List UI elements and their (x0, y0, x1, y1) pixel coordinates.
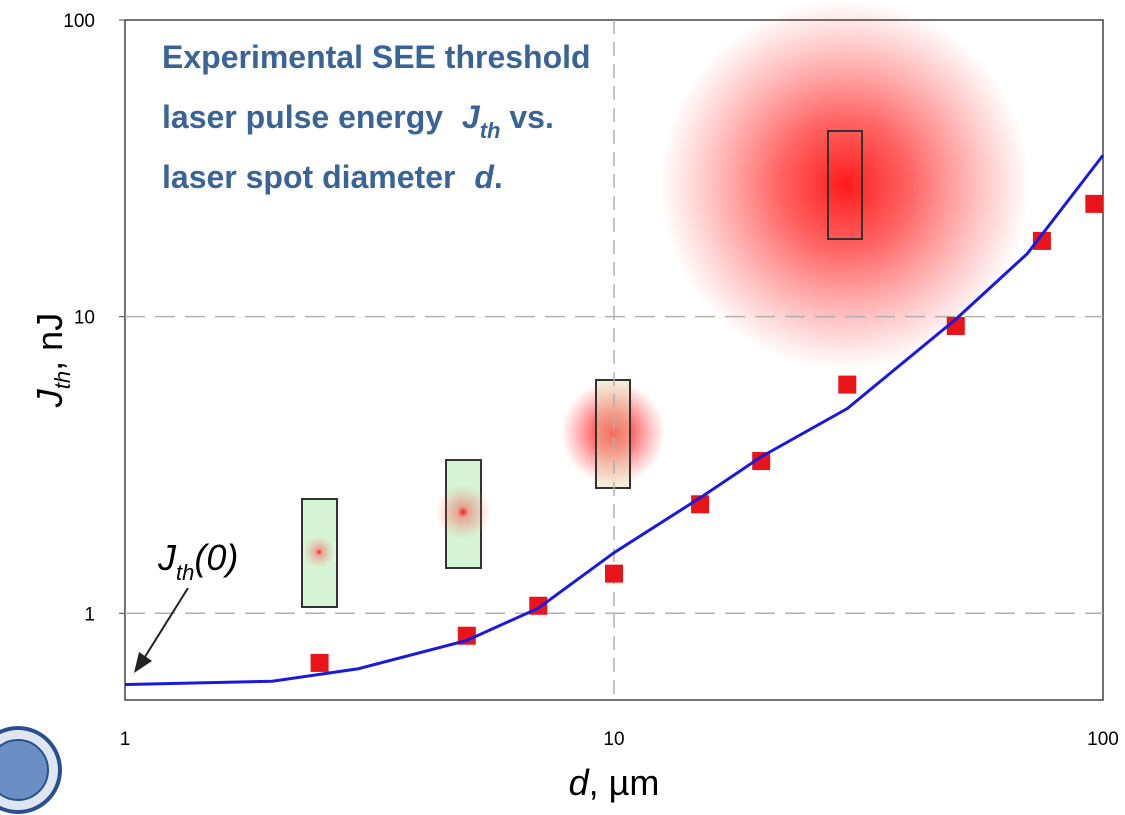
annotation: Jth(0) (157, 537, 238, 585)
y-tick-label: 10 (74, 308, 95, 329)
y-axis-label: Jth, nJ (29, 313, 75, 408)
data-point (1032, 231, 1051, 250)
spot-illustrations (301, 0, 1030, 608)
chart-title: laser spot diameter d. (162, 159, 503, 195)
data-point (310, 653, 329, 672)
y-tick-label: 1 (84, 604, 95, 625)
chart-title: laser pulse energy Jth vs. (162, 99, 554, 145)
annotation-arrow (134, 587, 189, 673)
data-point (605, 564, 623, 583)
x-axis-label: d, µm (569, 762, 660, 803)
data-point (752, 452, 771, 471)
y-tick-label: 100 (63, 11, 95, 32)
x-tick-label: 1 (120, 729, 131, 750)
fit-line (124, 154, 1105, 687)
x-tick-label: 100 (1087, 729, 1119, 750)
data-point (838, 375, 857, 394)
logo (0, 726, 62, 814)
data-point (1085, 194, 1104, 213)
x-tick-label: 10 (603, 729, 624, 750)
chart-title: Experimental SEE threshold (162, 39, 591, 75)
